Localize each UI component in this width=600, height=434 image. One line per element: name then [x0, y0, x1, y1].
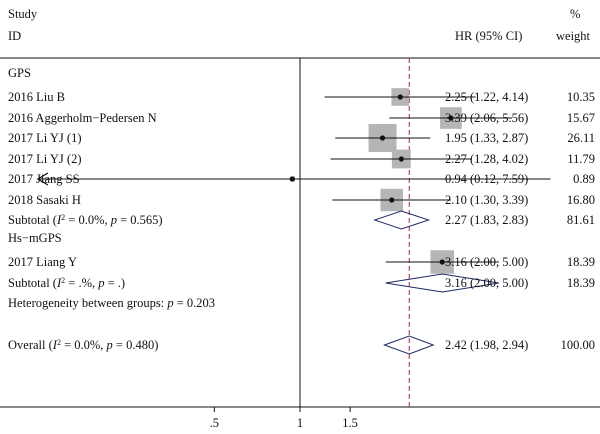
point-estimate: [379, 135, 386, 141]
ci-value: 0.94 (0.12, 7.59): [445, 172, 528, 186]
header-percent: %: [570, 7, 580, 21]
overall-weight-value: 100.00: [561, 338, 595, 352]
study-label: 2017 Liang Y: [8, 255, 77, 269]
subtotal-label-0: Subtotal (I2 = 0.0%, p = 0.565): [8, 213, 163, 228]
overall-label: Overall (I2 = 0.0%, p = 0.480): [8, 338, 158, 353]
ci-value: 2.25 (1.22, 4.14): [445, 90, 528, 104]
weight-value: 0.89: [573, 172, 595, 186]
subtotal-ci-value: 2.27 (1.83, 2.83): [445, 213, 528, 227]
heterogeneity-label: Heterogeneity between groups: p = 0.203: [8, 296, 215, 310]
point-estimate: [389, 197, 395, 203]
subtotal-weight-value: 18.39: [567, 276, 595, 290]
weight-value: 11.79: [567, 152, 595, 166]
header-hr: HR (95% CI): [455, 29, 522, 43]
weight-value: 15.67: [567, 111, 595, 125]
group-label-0: GPS: [8, 66, 31, 80]
point-estimate: [398, 156, 404, 162]
subtotal-label-1: Subtotal (I2 = .%, p = .): [8, 276, 125, 291]
point-estimate: [397, 94, 403, 100]
study-label: 2016 Aggerholm−Pedersen N: [8, 111, 157, 125]
subtotal-ci-value: 3.16 (2.00, 5.00): [445, 276, 528, 290]
ci-value: 3.39 (2.06, 5.56): [445, 111, 528, 125]
point-estimate: [289, 176, 295, 182]
weight-value: 18.39: [567, 255, 595, 269]
ci-value: 3.16 (2.00, 5.00): [445, 255, 528, 269]
header-study: Study: [8, 7, 38, 21]
header-id: ID: [8, 29, 21, 43]
subtotal-diamond-1: [385, 273, 500, 293]
ci-value: 2.10 (1.30, 3.39): [445, 193, 528, 207]
subtotal-diamond-0: [373, 210, 431, 230]
ci-value: 1.95 (1.33, 2.87): [445, 131, 528, 145]
group-label-1: Hs−mGPS: [8, 231, 62, 245]
ci-arrow: [36, 172, 49, 186]
x-tick-label: 1: [297, 416, 303, 430]
point-estimate: [448, 115, 454, 121]
overall-ci-value: 2.42 (1.98, 2.94): [445, 338, 528, 352]
x-tick-label: .5: [210, 416, 219, 430]
header-weight: weight: [556, 29, 591, 43]
point-estimate: [439, 259, 445, 265]
ci-value: 2.27 (1.28, 4.02): [445, 152, 528, 166]
weight-value: 16.80: [567, 193, 595, 207]
x-tick-label: 1.5: [342, 416, 358, 430]
overall-diamond: [382, 335, 435, 355]
study-label: 2016 Liu B: [8, 90, 65, 104]
study-label: 2017 Li YJ (1): [8, 131, 82, 145]
weight-value: 10.35: [567, 90, 595, 104]
subtotal-weight-value: 81.61: [567, 213, 595, 227]
study-label: 2017 Li YJ (2): [8, 152, 82, 166]
weight-value: 26.11: [567, 131, 595, 145]
study-label: 2018 Sasaki H: [8, 193, 81, 207]
